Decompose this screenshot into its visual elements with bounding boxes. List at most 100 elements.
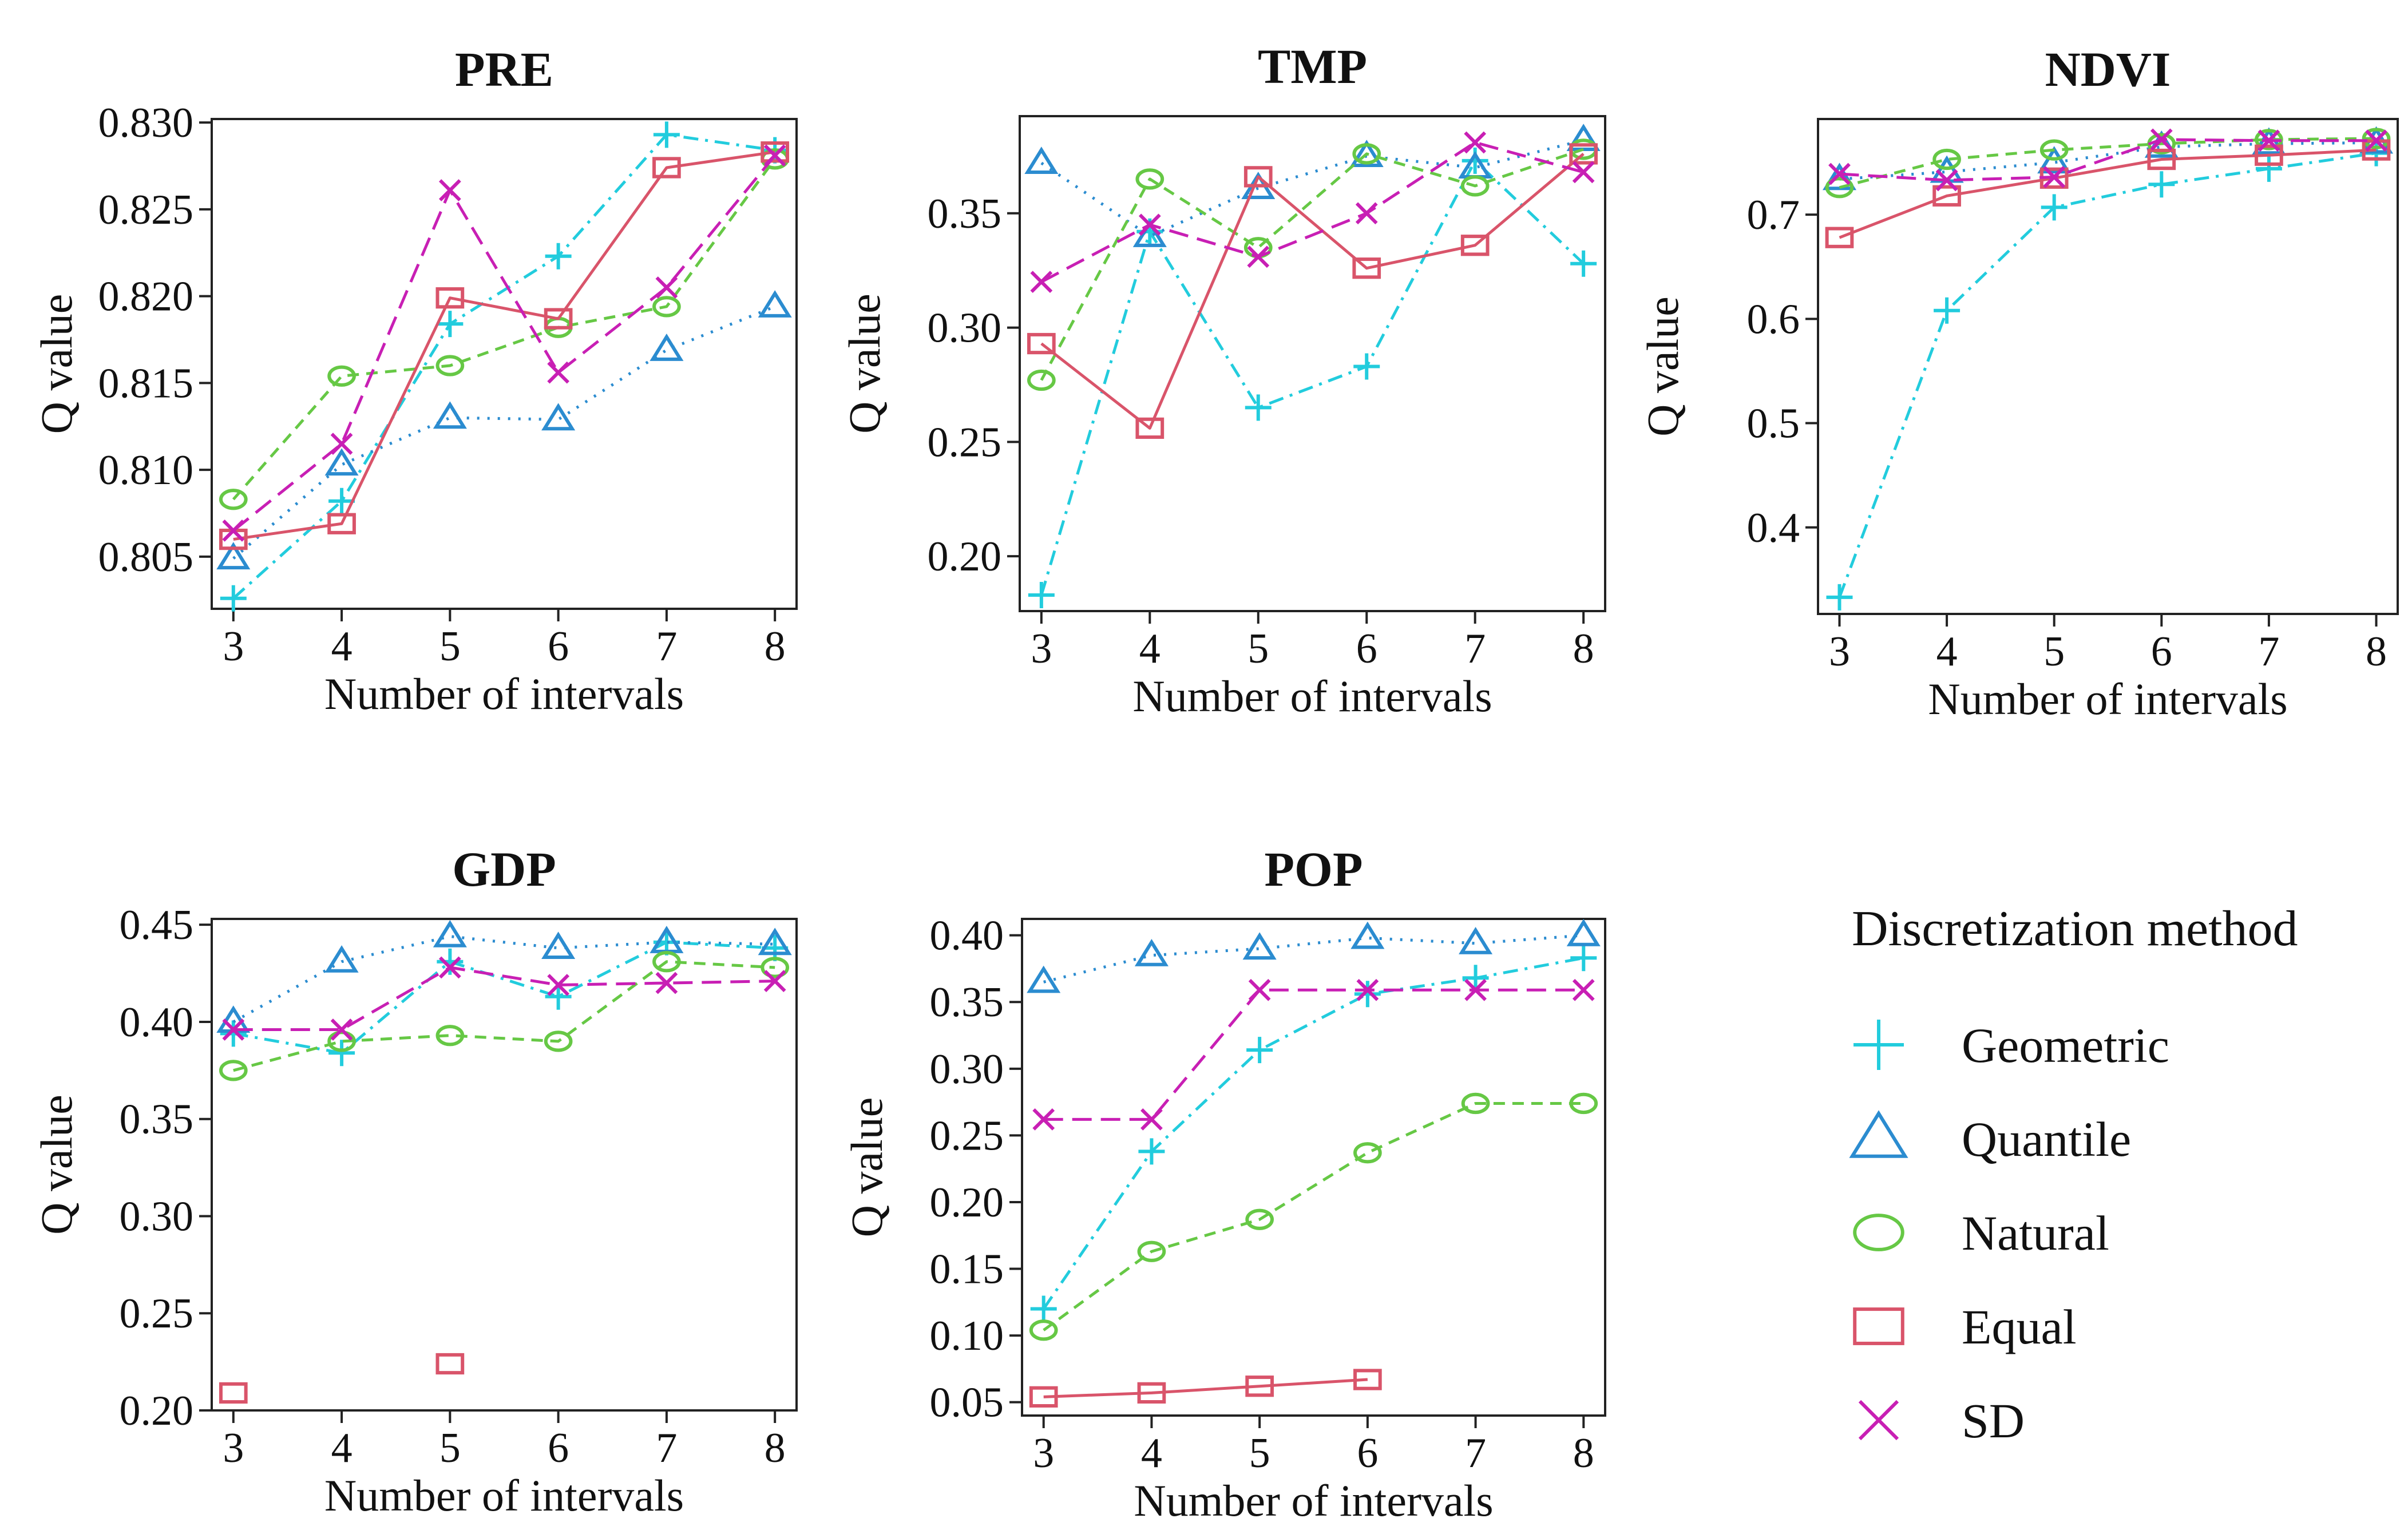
y-tick-label: 0.45 [120, 902, 194, 949]
data-point [1934, 297, 1961, 324]
data-point [1028, 582, 1055, 609]
data-point [1355, 202, 1378, 225]
series-line [1043, 988, 1584, 1121]
y-tick-label: 0.20 [928, 533, 1002, 580]
y-tick-label: 0.825 [98, 187, 194, 233]
y-axis-label: Q value [31, 1095, 81, 1235]
data-point [544, 1030, 573, 1052]
x-tick-label: 5 [1247, 625, 1269, 672]
y-tick-label: 0.805 [98, 534, 194, 581]
data-point [761, 141, 790, 163]
data-point [763, 144, 786, 167]
series-line [232, 133, 775, 600]
data-point [433, 401, 467, 429]
data-point [1349, 140, 1384, 168]
y-tick-label: 0.20 [120, 1388, 194, 1434]
data-point [2147, 148, 2176, 171]
plot-frame [1021, 918, 1606, 1417]
data-point [1242, 932, 1277, 960]
data-point [1354, 981, 1381, 1008]
data-point [435, 1025, 465, 1047]
data-point [1356, 978, 1379, 1001]
data-point [438, 179, 461, 201]
data-point [437, 311, 464, 338]
data-point [1029, 1319, 1058, 1341]
x-tick-label: 3 [223, 1425, 244, 1472]
data-point [435, 1353, 465, 1375]
data-point [541, 932, 576, 960]
x-tick-label: 4 [1936, 628, 1958, 675]
legend-marker [1849, 1110, 1908, 1158]
x-tick-label: 8 [765, 623, 786, 670]
series-line [232, 935, 775, 1024]
data-point [1024, 146, 1059, 175]
y-tick-label: 0.810 [98, 447, 194, 494]
series-line [232, 154, 777, 532]
y-axis-label: Q value [1638, 296, 1688, 437]
data-point [1459, 926, 1493, 954]
y-tick-label: 0.25 [120, 1290, 194, 1337]
data-point [1245, 1376, 1274, 1397]
x-tick-label: 6 [1357, 1430, 1378, 1477]
series-line [1040, 159, 1585, 596]
y-tick-label: 0.830 [98, 100, 194, 146]
data-point [330, 433, 353, 455]
data-point [1030, 1295, 1057, 1322]
y-tick-label: 0.35 [120, 1096, 194, 1143]
series-line [233, 960, 775, 1072]
data-point [435, 287, 465, 309]
data-point [1245, 394, 1272, 421]
series-line [1839, 138, 2377, 182]
data-point [438, 956, 461, 979]
data-point [1566, 918, 1601, 946]
data-point [219, 1060, 248, 1081]
y-tick-label: 0.35 [930, 979, 1004, 1026]
y-tick-label: 0.815 [98, 360, 194, 407]
series-natural [219, 951, 790, 1081]
series-line [1043, 1378, 1368, 1398]
data-point [1826, 584, 1853, 611]
series-natural [1027, 138, 1598, 391]
x-axis-label: Number of intervals [324, 1470, 684, 1520]
data-point [219, 489, 248, 510]
data-point [652, 157, 681, 179]
data-point [652, 951, 681, 973]
x-tick-label: 6 [2151, 628, 2172, 675]
data-point [1462, 965, 1489, 992]
legend-item-equal: Equal [1853, 1299, 2077, 1354]
data-point [2255, 144, 2283, 166]
data-point [758, 290, 792, 318]
y-tick-label: 0.30 [120, 1193, 194, 1240]
plot-frame [211, 118, 798, 610]
data-point [1137, 1382, 1166, 1404]
data-point [2043, 166, 2066, 188]
series-natural [1029, 1092, 1598, 1341]
data-point [1569, 1092, 1598, 1115]
legend-marker [1853, 1020, 1904, 1070]
x-tick-label: 7 [1465, 1430, 1486, 1477]
series-line [1839, 148, 2377, 239]
data-point [328, 1040, 355, 1067]
series-sd [222, 956, 786, 1041]
data-point [1352, 257, 1381, 279]
chart-title: NDVI [2045, 42, 2171, 97]
data-point [1825, 227, 1854, 248]
data-point [545, 983, 572, 1010]
data-point [1350, 921, 1385, 949]
data-point [1138, 1138, 1165, 1165]
x-tick-label: 3 [1829, 628, 1850, 675]
series-line [1838, 152, 2377, 598]
y-tick-label: 0.25 [928, 419, 1002, 466]
data-point [2148, 171, 2175, 198]
x-tick-label: 4 [331, 1425, 353, 1472]
legend-item-natural: Natural [1853, 1206, 2109, 1261]
y-tick-label: 0.05 [930, 1380, 1004, 1426]
data-point [1464, 978, 1487, 1001]
data-point [1460, 235, 1490, 256]
y-axis-label: Q value [842, 1097, 892, 1238]
data-point [2150, 128, 2173, 151]
data-point [2365, 129, 2387, 152]
x-tick-label: 5 [2043, 628, 2065, 675]
x-tick-label: 5 [1249, 1430, 1270, 1477]
x-tick-label: 5 [439, 623, 461, 670]
